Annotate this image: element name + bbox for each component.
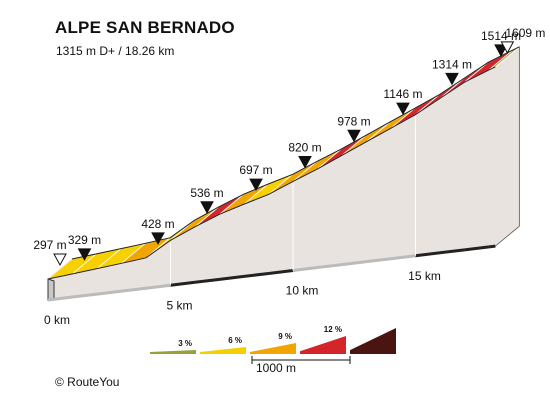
base-segment	[464, 245, 490, 252]
profile-front-edge	[47, 66, 496, 280]
elevation-label: 297 m	[33, 238, 66, 252]
legend-swatch	[250, 343, 296, 354]
marker-triangle-icon	[200, 201, 214, 214]
base-segment	[72, 292, 98, 299]
base-segment	[170, 280, 196, 287]
endpoint-triangle-icon	[53, 253, 67, 267]
base-segment	[47, 295, 73, 302]
legend-swatch	[300, 336, 346, 354]
base-segment	[366, 257, 392, 264]
elevation-label: 1514 m	[481, 29, 521, 43]
legend-item: 3 %	[150, 339, 196, 354]
elevation-label: 820 m	[288, 140, 321, 154]
endpoint-triangle-icon	[500, 41, 515, 54]
base-segment	[145, 283, 171, 290]
legend-item: 9 %	[250, 332, 296, 354]
x-tick-label: 0 km	[44, 313, 70, 327]
elevation-marker: 1314 m	[432, 57, 472, 86]
km-gridlines	[170, 116, 416, 286]
marker-triangle-icon	[445, 72, 459, 86]
base-segment	[317, 263, 343, 270]
legend-item: 6 %	[200, 336, 246, 354]
legend-swatch	[350, 328, 396, 354]
elevation-marker: 978 m	[337, 114, 371, 143]
chart-title: ALPE SAN BERNADO	[55, 18, 235, 37]
elevation-markers: 297 m 329 m 428 m 536 m 697 m 820 m 978 m 1146 …	[33, 26, 545, 267]
legend-label: 12 %	[324, 325, 342, 334]
marker-triangle-icon	[347, 129, 361, 143]
marker-triangle-icon	[151, 232, 165, 245]
base-segment	[415, 251, 441, 258]
legend-item	[350, 328, 396, 354]
x-axis: 0 km 5 km 10 km 15 km	[44, 269, 441, 327]
elevation-marker: 428 m	[141, 217, 175, 245]
x-tick-label: 5 km	[166, 298, 192, 312]
legend-label: 6 %	[228, 336, 242, 345]
profile-base	[47, 244, 496, 302]
profile-top-surface	[47, 46, 520, 280]
elevation-marker: 1609 m	[500, 26, 545, 54]
elevation-label: 1609 m	[505, 26, 545, 40]
base-segment	[292, 266, 318, 272]
marker-triangle-icon	[249, 178, 263, 192]
x-tick-label: 10 km	[286, 284, 319, 298]
elevation-marker: 297 m	[33, 238, 67, 267]
elevation-label: 428 m	[141, 217, 174, 231]
elevation-marker: 1146 m	[383, 87, 423, 116]
elevation-label: 697 m	[239, 163, 272, 177]
marker-triangle-icon	[77, 248, 92, 261]
credit-text: © RouteYou	[55, 375, 120, 389]
elevation-label: 1146 m	[383, 87, 422, 101]
legend-swatch	[200, 347, 246, 354]
legend-item: 12 %	[300, 325, 346, 354]
elevation-marker: 329 m	[68, 233, 101, 261]
scale-bar-label: 1000 m	[256, 361, 296, 375]
base-segment	[268, 269, 294, 275]
profile-front-face	[47, 278, 55, 301]
elevation-marker: 536 m	[190, 186, 224, 214]
elevation-label: 978 m	[337, 114, 370, 128]
base-segment	[439, 248, 465, 255]
elevation-label: 329 m	[68, 233, 101, 247]
base-segment	[243, 271, 269, 278]
legend-label: 9 %	[278, 332, 292, 341]
base-segment	[390, 254, 416, 261]
chart-subtitle: 1315 m D+ / 18.26 km	[56, 44, 175, 58]
elevation-label: 536 m	[190, 186, 223, 200]
elevation-marker: 820 m	[288, 140, 322, 169]
elevation-marker: 697 m	[239, 163, 273, 192]
marker-triangle-icon	[396, 102, 410, 116]
elevation-label: 1314 m	[432, 57, 472, 71]
legend-label: 3 %	[178, 339, 192, 348]
base-segment	[96, 289, 122, 296]
base-segment	[194, 277, 220, 284]
base-segment	[341, 260, 367, 267]
marker-triangle-icon	[298, 155, 312, 169]
legend-swatch	[150, 350, 196, 354]
base-segment	[219, 274, 245, 281]
base-segment	[488, 244, 496, 249]
grade-legend: 3 % 6 % 9 % 12 % 1000 m	[150, 325, 396, 375]
base-segment	[121, 286, 147, 293]
x-tick-label: 15 km	[408, 269, 441, 283]
